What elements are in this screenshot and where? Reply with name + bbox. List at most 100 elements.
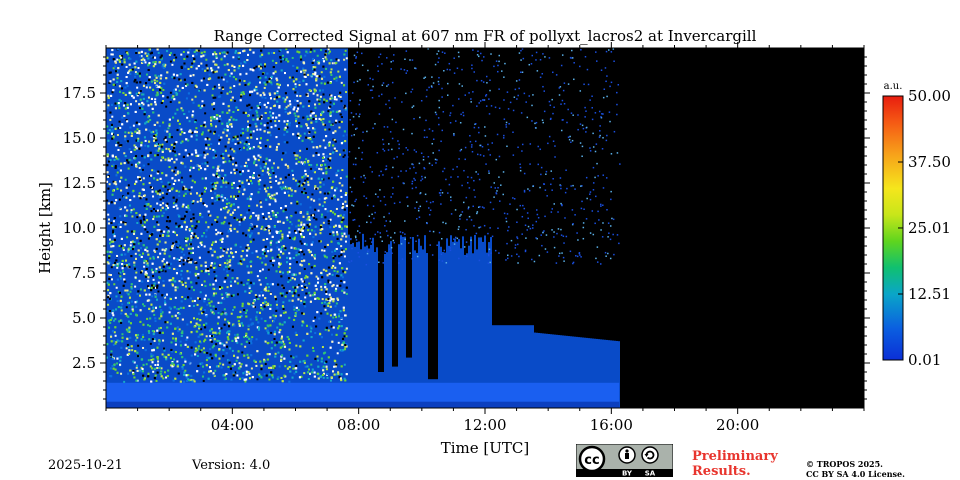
- heatmap-speckle: [215, 279, 218, 282]
- heatmap-column: [192, 48, 194, 408]
- heatmap-column: [474, 234, 476, 408]
- heatmap-gap: [392, 48, 394, 367]
- heatmap-column: [130, 48, 132, 408]
- heatmap-speckle: [113, 319, 116, 322]
- heatmap-speckle: [136, 86, 139, 89]
- heatmap-speckle: [322, 268, 325, 271]
- heatmap-speckle: [139, 288, 142, 291]
- heatmap-speckle: [342, 216, 345, 219]
- heatmap-speckle: [248, 372, 251, 375]
- heatmap-speckle: [242, 64, 245, 67]
- heatmap-speckle: [129, 73, 132, 76]
- heatmap-speckle: [318, 203, 321, 206]
- heatmap-speckle: [308, 368, 311, 371]
- heatmap-speckle: [138, 132, 141, 135]
- heatmap-speckle: [168, 124, 171, 127]
- heatmap-speckle: [343, 213, 346, 216]
- heatmap-speckle: [193, 380, 196, 383]
- heatmap-speckle: [294, 179, 297, 182]
- heatmap-speckle: [180, 273, 183, 276]
- heatmap-column: [360, 249, 362, 408]
- heatmap-speckle: [252, 282, 255, 285]
- heatmap-column: [484, 235, 486, 408]
- heatmap-speckle: [284, 107, 287, 110]
- heatmap-speckle: [263, 228, 266, 231]
- heatmap-speckle: [133, 264, 136, 267]
- heatmap-speckle: [298, 251, 301, 254]
- heatmap-column: [294, 48, 296, 408]
- heatmap-gap: [432, 48, 434, 380]
- heatmap-speckle: [213, 374, 216, 377]
- heatmap-speckle: [106, 106, 109, 109]
- heatmap-speckle: [259, 360, 262, 363]
- heatmap-speckle: [116, 171, 119, 174]
- heatmap-speckle: [181, 131, 184, 134]
- heatmap-speckle: [218, 339, 221, 342]
- heatmap-speckle: [245, 234, 248, 237]
- heatmap-speckle: [142, 97, 145, 100]
- heatmap-gap: [394, 48, 396, 367]
- heatmap-column: [552, 334, 554, 408]
- heatmap-column: [528, 325, 530, 408]
- heatmap-speckle: [344, 240, 347, 243]
- heatmap-speckle: [244, 345, 247, 348]
- heatmap-speckle: [260, 317, 263, 320]
- heatmap-speckle: [238, 220, 241, 223]
- heatmap-column: [198, 48, 200, 408]
- heatmap-speckle: [136, 237, 139, 240]
- heatmap-column: [240, 48, 242, 408]
- heatmap-speckle: [155, 129, 158, 132]
- heatmap-speckle: [204, 112, 207, 115]
- heatmap-speckle: [312, 127, 315, 130]
- heatmap-speckle: [222, 363, 225, 366]
- heatmap-speckle: [272, 259, 275, 262]
- heatmap-speckle: [150, 55, 153, 58]
- heatmap-speckle: [112, 232, 115, 235]
- heatmap-speckle: [226, 198, 229, 201]
- heatmap-speckle: [240, 363, 243, 366]
- heatmap-speckle: [106, 199, 109, 202]
- heatmap-speckle: [176, 317, 179, 320]
- heatmap-speckle: [215, 70, 218, 73]
- heatmap-speckle: [335, 174, 338, 177]
- heatmap-speckle: [134, 110, 137, 113]
- heatmap-column: [468, 245, 470, 408]
- heatmap-speckle: [259, 65, 262, 68]
- heatmap-speckle: [326, 376, 329, 379]
- heatmap-speckle: [289, 103, 292, 106]
- heatmap-speckle: [274, 295, 277, 298]
- heatmap-speckle: [168, 135, 171, 138]
- heatmap-speckle: [151, 186, 154, 189]
- heatmap-speckle: [294, 154, 297, 157]
- heatmap-speckle: [199, 333, 202, 336]
- heatmap-speckle: [311, 254, 314, 257]
- heatmap-speckle: [114, 155, 117, 158]
- heatmap-speckle: [143, 59, 146, 62]
- heatmap-speckle: [143, 221, 146, 224]
- heatmap-speckle: [166, 96, 169, 99]
- heatmap-speckle: [246, 104, 249, 107]
- heatmap-speckle: [161, 311, 164, 314]
- heatmap-speckle: [304, 365, 307, 368]
- heatmap-speckle: [236, 282, 239, 285]
- heatmap-speckle: [218, 332, 221, 335]
- heatmap-speckle: [211, 311, 214, 314]
- heatmap-speckle: [127, 53, 130, 56]
- heatmap-speckle: [311, 67, 314, 70]
- heatmap-speckle: [343, 332, 346, 335]
- heatmap-speckle: [310, 217, 313, 220]
- heatmap-speckle: [337, 371, 340, 374]
- heatmap-speckle: [230, 284, 233, 287]
- heatmap-speckle: [193, 317, 196, 320]
- heatmap-speckle: [271, 51, 274, 54]
- heatmap-speckle: [178, 245, 181, 248]
- heatmap-speckle: [245, 309, 248, 312]
- heatmap-speckle: [263, 86, 266, 89]
- heatmap-speckle: [151, 107, 154, 110]
- heatmap-speckle: [261, 294, 264, 297]
- heatmap-gap: [434, 48, 436, 380]
- heatmap-speckle: [238, 83, 241, 86]
- heatmap-speckle: [277, 86, 280, 89]
- heatmap-speckle: [252, 302, 255, 305]
